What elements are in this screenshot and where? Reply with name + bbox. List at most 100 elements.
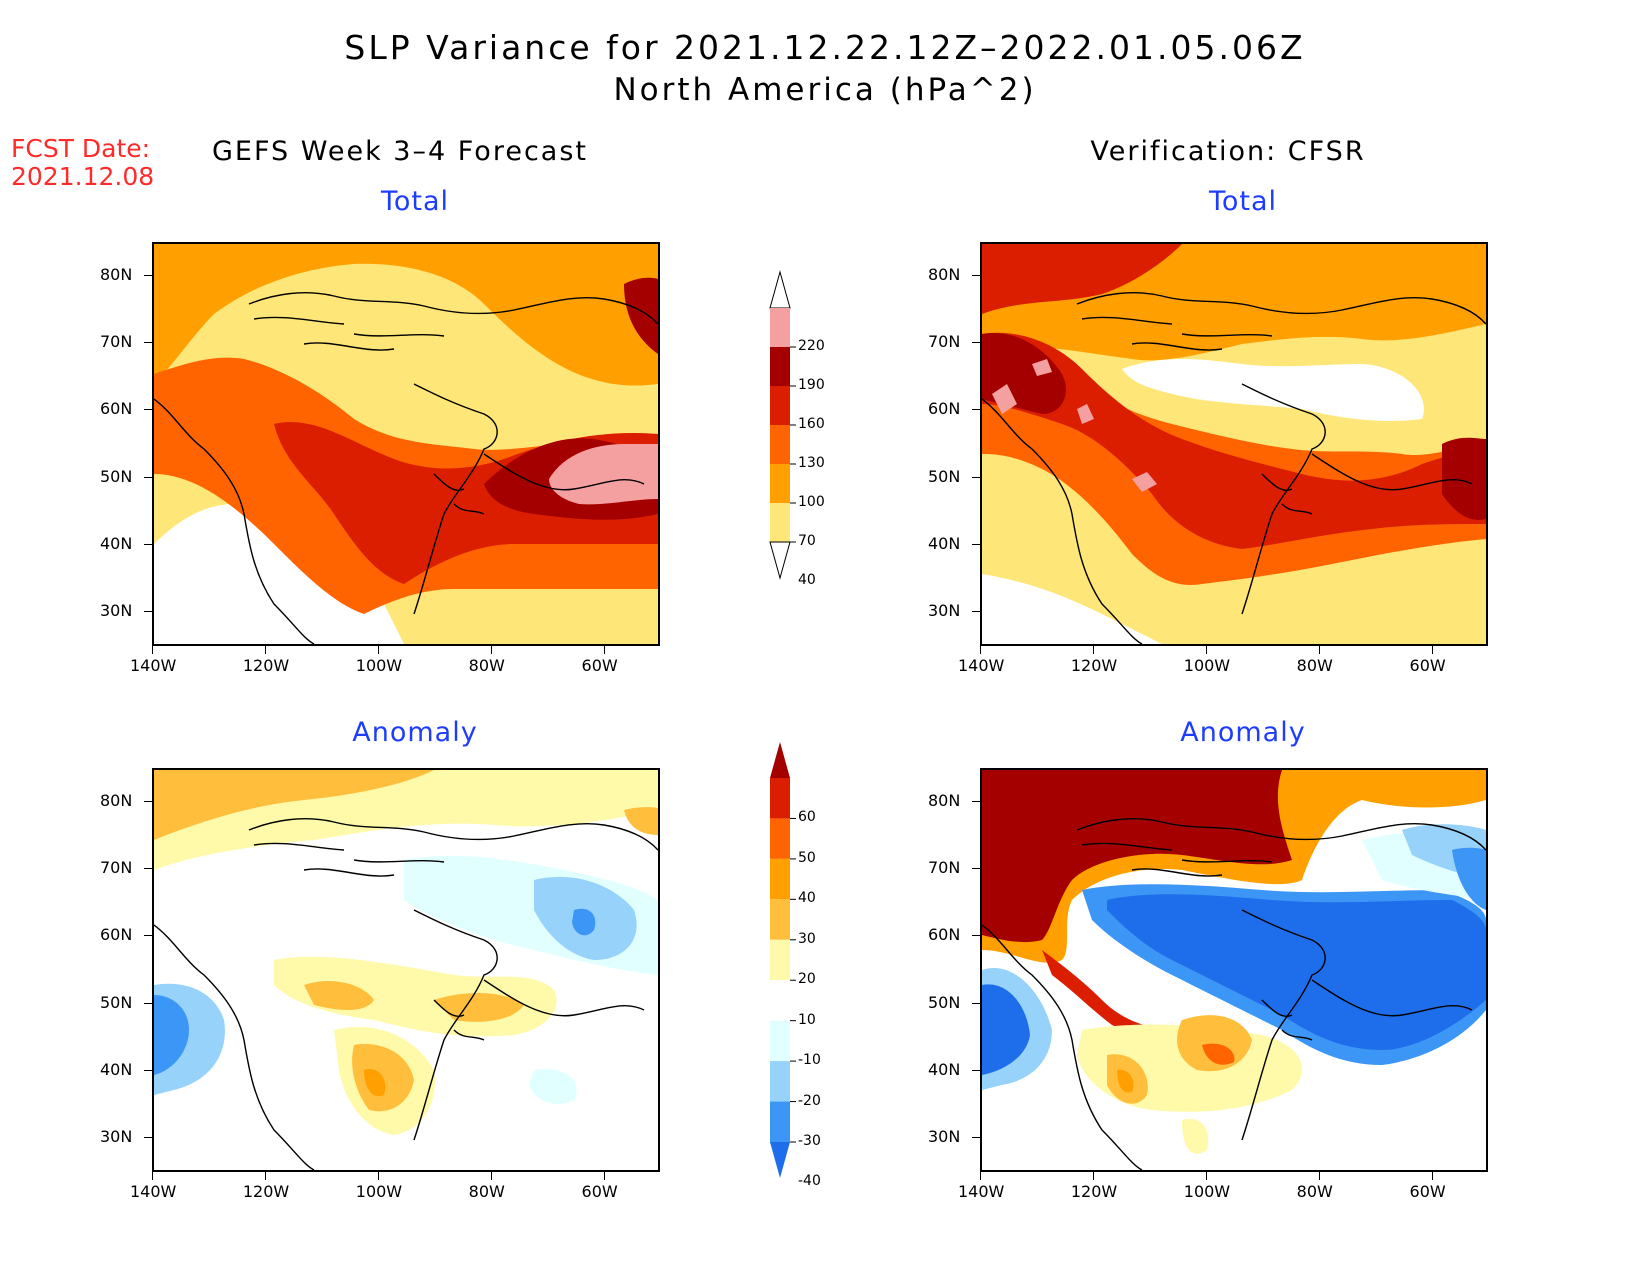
lat-tick-label: 40N	[928, 534, 961, 553]
colorbar-swatch	[770, 939, 790, 981]
lat-tick-mark	[144, 800, 152, 802]
lat-tick-label: 40N	[100, 534, 133, 553]
colorbar-level-label: 100	[798, 494, 825, 510]
map-forecast-total-field	[154, 244, 658, 644]
left-anomaly-subtitle: Anomaly	[352, 717, 478, 748]
lat-tick-mark	[144, 868, 152, 869]
lat-tick-mark	[972, 1002, 980, 1004]
lat-tick-mark	[972, 476, 980, 478]
colorbar-swatch	[770, 464, 790, 503]
lat-tick-mark	[144, 544, 152, 545]
lat-tick-label: 30N	[928, 1127, 961, 1147]
lon-tick-mark	[1092, 646, 1094, 654]
lon-tick-label: 80W	[468, 1182, 505, 1201]
colorbar-swatch	[770, 425, 790, 464]
map-verification-anomaly	[980, 768, 1488, 1172]
lat-tick-label: 80N	[100, 264, 133, 284]
lat-tick-mark	[144, 409, 152, 411]
lat-tick-mark	[144, 342, 152, 343]
lat-tick-label: 80N	[928, 790, 961, 810]
lat-tick-label: 60N	[100, 399, 133, 419]
colorbar-level-label: 50	[798, 849, 816, 866]
colorbar-swatch	[770, 347, 790, 386]
lon-tick-label: 140W	[130, 656, 177, 675]
main-title: SLP Variance for 2021.12.22.12Z–2022.01.…	[344, 28, 1306, 67]
lat-tick-label: 40N	[100, 1060, 133, 1079]
lon-tick-mark	[1318, 1172, 1320, 1180]
colorbar-bottom-triangle	[770, 1142, 790, 1178]
lon-tick-mark	[377, 646, 379, 654]
lon-tick-label: 140W	[958, 656, 1005, 675]
colorbar-swatch	[770, 858, 790, 900]
colorbar-level-label: 70	[798, 533, 816, 549]
lon-tick-mark	[980, 646, 981, 654]
colorbar-level-label: 130	[798, 455, 825, 471]
lat-tick-mark	[144, 1002, 152, 1004]
colorbar-level-label: -20	[798, 1092, 821, 1109]
right-column-title: Verification: CFSR	[1090, 136, 1366, 167]
colorbar-swatch	[770, 1020, 790, 1062]
colorbar-level-label: 160	[798, 416, 825, 432]
colorbar-level-label: -30	[798, 1133, 821, 1149]
lat-tick-label: 60N	[928, 925, 961, 945]
lon-tick-mark	[603, 1172, 605, 1180]
lat-tick-label: 70N	[100, 332, 133, 351]
lon-tick-label: 140W	[130, 1182, 177, 1201]
colorbar-level-label: 190	[798, 377, 825, 393]
colorbar-total: 220 190 160 130 100 70 40	[760, 270, 850, 588]
lat-tick-mark	[972, 611, 980, 613]
lat-tick-mark	[972, 868, 980, 869]
colorbar-swatch	[770, 503, 790, 542]
lon-tick-label: 60W	[1409, 656, 1446, 675]
colorbar-top-triangle	[769, 270, 791, 309]
lon-tick-label: 60W	[1409, 1182, 1446, 1201]
lon-tick-mark	[980, 1172, 981, 1180]
colorbar-top-triangle	[770, 742, 790, 778]
lat-tick-mark	[972, 409, 980, 411]
left-total-subtitle: Total	[380, 186, 450, 217]
lat-tick-mark	[144, 274, 152, 276]
colorbar-level-label: -40	[798, 1173, 821, 1190]
lat-tick-mark	[144, 935, 152, 937]
colorbar-level-label: 20	[798, 971, 816, 988]
lat-tick-label: 30N	[928, 601, 961, 621]
fcst-date-value: 2021.12.08	[11, 162, 155, 191]
lon-tick-label: 120W	[242, 1182, 290, 1201]
colorbar-swatch	[770, 386, 790, 425]
map-verification-total	[980, 242, 1488, 646]
lon-tick-label: 140W	[958, 1182, 1005, 1201]
left-column-title: GEFS Week 3–4 Forecast	[211, 136, 588, 167]
lon-tick-mark	[1431, 1172, 1433, 1180]
lat-tick-label: 70N	[928, 332, 961, 351]
colorbar-total-swatches	[769, 270, 796, 582]
lon-tick-label: 80W	[468, 656, 505, 675]
colorbar-swatch	[770, 899, 790, 940]
lat-tick-label: 50N	[928, 992, 961, 1012]
lon-tick-mark	[264, 1172, 266, 1180]
lat-tick-mark	[972, 342, 980, 343]
colorbar-level-label: 40	[798, 572, 816, 588]
lon-tick-mark	[1431, 646, 1433, 654]
colorbar-swatch	[770, 778, 790, 819]
lon-tick-mark	[1318, 646, 1320, 654]
colorbar-swatch	[770, 818, 790, 859]
lon-tick-label: 60W	[581, 1182, 618, 1201]
lat-tick-label: 40N	[928, 1060, 961, 1079]
lat-tick-mark	[972, 1070, 980, 1071]
lon-tick-label: 120W	[1070, 656, 1118, 675]
colorbar-level-label: 60	[798, 809, 816, 826]
map-forecast-total	[152, 242, 660, 646]
lat-tick-mark	[972, 274, 980, 276]
lon-tick-label: 80W	[1296, 656, 1333, 675]
lat-tick-label: 50N	[100, 992, 133, 1012]
lat-tick-label: 70N	[100, 858, 133, 877]
lat-tick-mark	[144, 1137, 152, 1139]
colorbar-level-label: -10	[798, 1052, 821, 1069]
lat-tick-label: 30N	[100, 601, 133, 621]
lat-tick-mark	[972, 1137, 980, 1139]
colorbar-level-label: 10	[798, 1011, 816, 1028]
lat-tick-label: 30N	[100, 1127, 133, 1147]
colorbar-level-label: 30	[798, 930, 816, 947]
map-forecast-anomaly	[152, 768, 660, 1172]
lon-tick-label: 120W	[242, 656, 290, 675]
